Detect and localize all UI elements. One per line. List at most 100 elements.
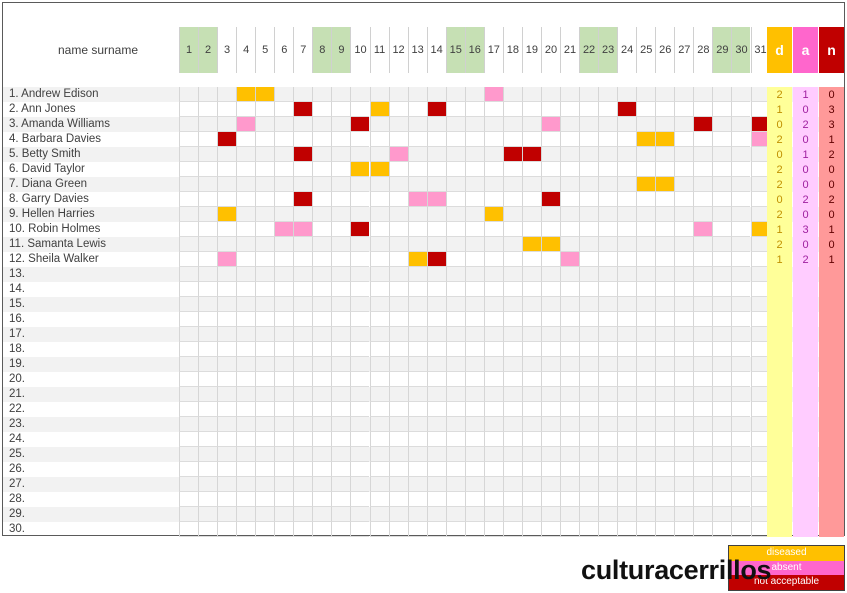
day-cell[interactable]: [521, 327, 541, 342]
day-cell[interactable]: [598, 297, 618, 312]
day-cell[interactable]: [502, 492, 522, 507]
day-cell[interactable]: [636, 267, 656, 282]
day-cell[interactable]: [445, 177, 465, 192]
day-cell[interactable]: [236, 492, 256, 507]
day-cell[interactable]: [693, 147, 713, 162]
student-name[interactable]: 24.: [9, 433, 25, 445]
day-cell[interactable]: [655, 207, 675, 222]
day-cell[interactable]: [388, 522, 408, 537]
day-cell[interactable]: [312, 87, 332, 102]
day-cell[interactable]: [255, 432, 275, 447]
day-cell[interactable]: [331, 132, 351, 147]
day-cell[interactable]: [217, 327, 237, 342]
day-cell[interactable]: [674, 417, 694, 432]
day-cell[interactable]: [350, 267, 370, 282]
day-cell[interactable]: [540, 147, 560, 162]
day-cell[interactable]: [712, 132, 732, 147]
day-cell[interactable]: [579, 477, 599, 492]
day-cell[interactable]: [445, 132, 465, 147]
day-cell[interactable]: [750, 507, 770, 522]
day-cell[interactable]: [674, 492, 694, 507]
day-cell[interactable]: [540, 312, 560, 327]
day-cell[interactable]: [731, 222, 751, 237]
mark-diseased[interactable]: [350, 162, 370, 177]
day-cell[interactable]: [369, 177, 389, 192]
day-cell[interactable]: [636, 237, 656, 252]
student-name[interactable]: 4. Barbara Davies: [9, 133, 102, 145]
day-cell[interactable]: [750, 252, 770, 267]
day-cell[interactable]: [483, 252, 503, 267]
day-cell[interactable]: [331, 177, 351, 192]
day-cell[interactable]: [579, 192, 599, 207]
day-cell[interactable]: [274, 507, 294, 522]
day-cell[interactable]: [579, 372, 599, 387]
student-name[interactable]: 25.: [9, 448, 25, 460]
day-cell[interactable]: [655, 117, 675, 132]
day-cell[interactable]: [464, 417, 484, 432]
day-cell[interactable]: [350, 207, 370, 222]
day-cell[interactable]: [598, 177, 618, 192]
day-cell[interactable]: [198, 447, 218, 462]
day-cell[interactable]: [331, 102, 351, 117]
day-cell[interactable]: [388, 297, 408, 312]
day-cell[interactable]: [426, 372, 446, 387]
day-cell[interactable]: [560, 417, 580, 432]
day-cell[interactable]: [712, 222, 732, 237]
day-cell[interactable]: [312, 222, 332, 237]
day-cell[interactable]: [502, 477, 522, 492]
day-cell[interactable]: [331, 372, 351, 387]
day-cell[interactable]: [655, 522, 675, 537]
mark-diseased[interactable]: [655, 177, 675, 192]
day-cell[interactable]: [312, 402, 332, 417]
day-cell[interactable]: [179, 492, 199, 507]
day-cell[interactable]: [731, 312, 751, 327]
day-cell[interactable]: [331, 117, 351, 132]
day-cell[interactable]: [236, 357, 256, 372]
day-cell[interactable]: [350, 387, 370, 402]
day-cell[interactable]: [712, 417, 732, 432]
day-cell[interactable]: [274, 312, 294, 327]
day-cell[interactable]: [483, 342, 503, 357]
day-cell[interactable]: [712, 312, 732, 327]
day-cell[interactable]: [217, 237, 237, 252]
day-cell[interactable]: [560, 132, 580, 147]
day-cell[interactable]: [483, 327, 503, 342]
day-cell[interactable]: [350, 522, 370, 537]
day-cell[interactable]: [217, 522, 237, 537]
mark-absent[interactable]: [407, 192, 427, 207]
day-cell[interactable]: [579, 282, 599, 297]
day-cell[interactable]: [750, 342, 770, 357]
day-cell[interactable]: [693, 282, 713, 297]
mark-diseased[interactable]: [369, 162, 389, 177]
day-cell[interactable]: [426, 267, 446, 282]
day-cell[interactable]: [750, 177, 770, 192]
day-cell[interactable]: [655, 477, 675, 492]
day-cell[interactable]: [179, 282, 199, 297]
day-cell[interactable]: [445, 222, 465, 237]
day-cell[interactable]: [617, 357, 637, 372]
day-cell[interactable]: [179, 297, 199, 312]
day-cell[interactable]: [693, 432, 713, 447]
day-cell[interactable]: [369, 222, 389, 237]
day-cell[interactable]: [540, 327, 560, 342]
day-cell[interactable]: [312, 297, 332, 312]
day-cell[interactable]: [750, 327, 770, 342]
day-cell[interactable]: [426, 147, 446, 162]
day-cell[interactable]: [712, 402, 732, 417]
day-cell[interactable]: [369, 372, 389, 387]
day-cell[interactable]: [598, 447, 618, 462]
day-cell[interactable]: [388, 477, 408, 492]
day-cell[interactable]: [312, 192, 332, 207]
day-cell[interactable]: [217, 117, 237, 132]
student-name[interactable]: 10. Robin Holmes: [9, 223, 101, 235]
day-cell[interactable]: [350, 477, 370, 492]
day-cell[interactable]: [483, 117, 503, 132]
mark-diseased[interactable]: [636, 132, 656, 147]
day-cell[interactable]: [236, 462, 256, 477]
day-cell[interactable]: [198, 492, 218, 507]
day-cell[interactable]: [293, 372, 313, 387]
day-cell[interactable]: [502, 357, 522, 372]
day-cell[interactable]: [426, 447, 446, 462]
day-cell[interactable]: [407, 147, 427, 162]
day-cell[interactable]: [369, 297, 389, 312]
